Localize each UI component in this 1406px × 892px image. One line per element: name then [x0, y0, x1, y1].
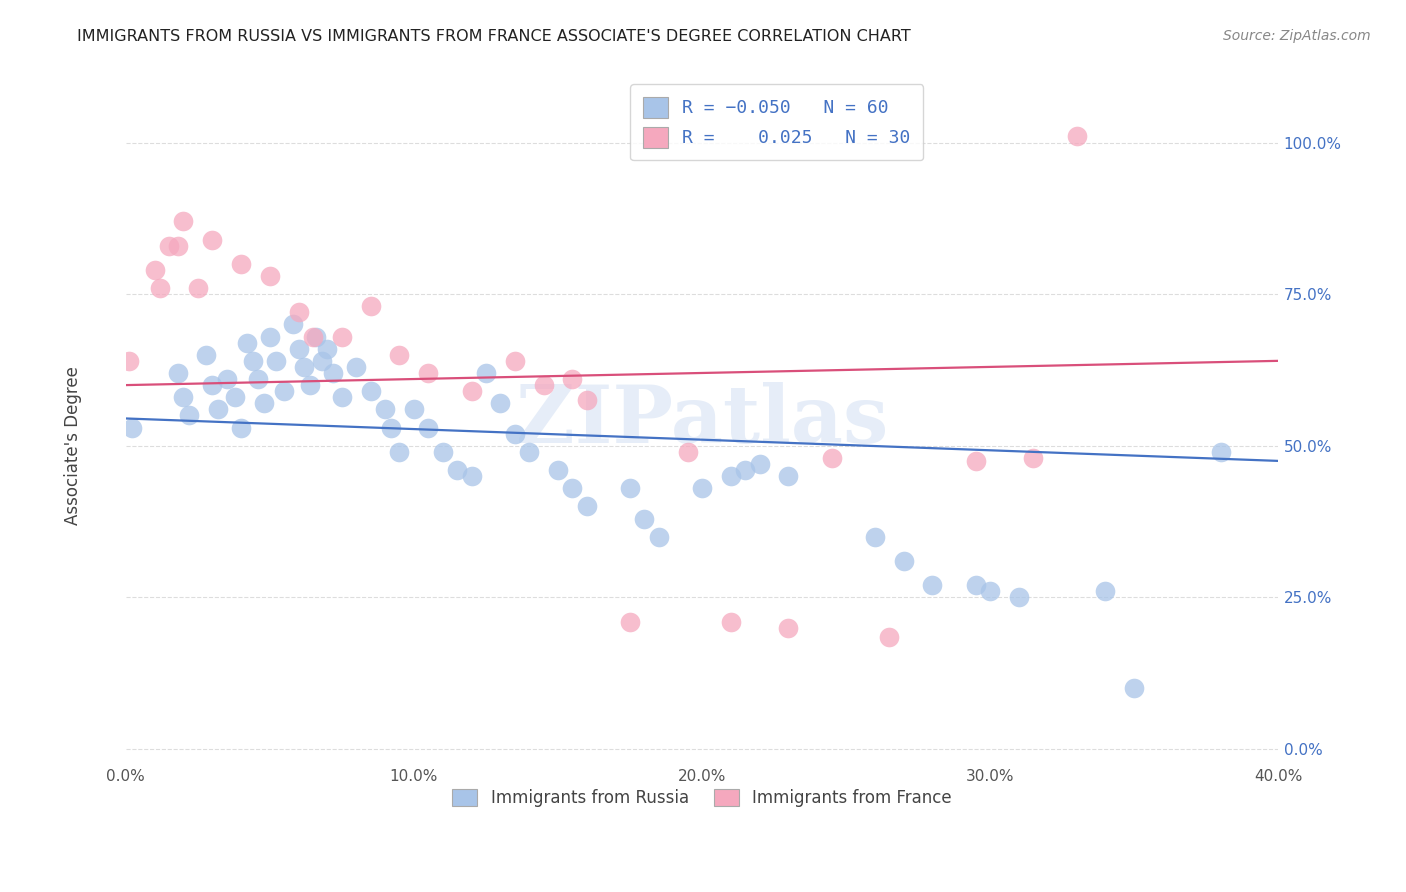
Point — [446, 463, 468, 477]
Point — [207, 402, 229, 417]
Text: Associate's Degree: Associate's Degree — [65, 367, 82, 525]
Text: ZIPatlas: ZIPatlas — [516, 383, 889, 460]
Point — [143, 263, 166, 277]
Point — [893, 554, 915, 568]
Point — [402, 402, 425, 417]
Point — [281, 318, 304, 332]
Point — [877, 630, 900, 644]
Point — [547, 463, 569, 477]
Point — [157, 238, 180, 252]
Point — [1094, 584, 1116, 599]
Point — [965, 454, 987, 468]
Point — [921, 578, 943, 592]
Point — [344, 359, 367, 374]
Point — [322, 366, 344, 380]
Point — [489, 396, 512, 410]
Point — [287, 342, 309, 356]
Point — [229, 420, 252, 434]
Point — [979, 584, 1001, 599]
Point — [778, 621, 800, 635]
Point — [1209, 445, 1232, 459]
Point — [311, 354, 333, 368]
Point — [533, 378, 555, 392]
Point — [863, 530, 886, 544]
Point — [1008, 591, 1031, 605]
Point — [374, 402, 396, 417]
Point — [517, 445, 540, 459]
Point — [460, 469, 482, 483]
Point — [690, 481, 713, 495]
Point — [264, 354, 287, 368]
Point — [201, 233, 224, 247]
Point — [633, 511, 655, 525]
Point — [748, 457, 770, 471]
Point — [172, 214, 194, 228]
Point — [330, 390, 353, 404]
Point — [179, 409, 201, 423]
Point — [360, 384, 382, 399]
Point — [460, 384, 482, 399]
Point — [121, 420, 143, 434]
Point — [299, 378, 322, 392]
Point — [287, 305, 309, 319]
Point — [166, 366, 188, 380]
Point — [965, 578, 987, 592]
Point — [503, 426, 526, 441]
Point — [676, 445, 699, 459]
Point — [195, 348, 218, 362]
Point — [619, 615, 641, 629]
Point — [259, 268, 281, 283]
Point — [720, 469, 742, 483]
Legend: Immigrants from Russia, Immigrants from France: Immigrants from Russia, Immigrants from … — [446, 782, 959, 814]
Point — [561, 372, 583, 386]
Point — [117, 354, 139, 368]
Point — [388, 348, 411, 362]
Point — [1022, 450, 1045, 465]
Point — [561, 481, 583, 495]
Point — [503, 354, 526, 368]
Point — [172, 390, 194, 404]
Point — [1123, 681, 1146, 696]
Point — [316, 342, 339, 356]
Text: IMMIGRANTS FROM RUSSIA VS IMMIGRANTS FROM FRANCE ASSOCIATE'S DEGREE CORRELATION : IMMIGRANTS FROM RUSSIA VS IMMIGRANTS FRO… — [77, 29, 911, 44]
Point — [242, 354, 264, 368]
Point — [273, 384, 295, 399]
Point — [1066, 129, 1088, 144]
Point — [187, 281, 209, 295]
Point — [475, 366, 498, 380]
Point — [778, 469, 800, 483]
Point — [259, 329, 281, 343]
Point — [360, 299, 382, 313]
Point — [418, 420, 440, 434]
Point — [229, 257, 252, 271]
Point — [253, 396, 276, 410]
Point — [224, 390, 246, 404]
Point — [720, 615, 742, 629]
Point — [305, 329, 328, 343]
Point — [149, 281, 172, 295]
Point — [292, 359, 315, 374]
Point — [302, 329, 325, 343]
Point — [648, 530, 671, 544]
Point — [247, 372, 270, 386]
Point — [166, 238, 188, 252]
Point — [575, 500, 598, 514]
Point — [418, 366, 440, 380]
Point — [330, 329, 353, 343]
Point — [575, 393, 598, 408]
Point — [215, 372, 238, 386]
Point — [619, 481, 641, 495]
Point — [201, 378, 224, 392]
Point — [388, 445, 411, 459]
Point — [236, 335, 259, 350]
Text: Source: ZipAtlas.com: Source: ZipAtlas.com — [1223, 29, 1371, 43]
Point — [734, 463, 756, 477]
Point — [432, 445, 454, 459]
Point — [380, 420, 402, 434]
Point — [821, 450, 844, 465]
